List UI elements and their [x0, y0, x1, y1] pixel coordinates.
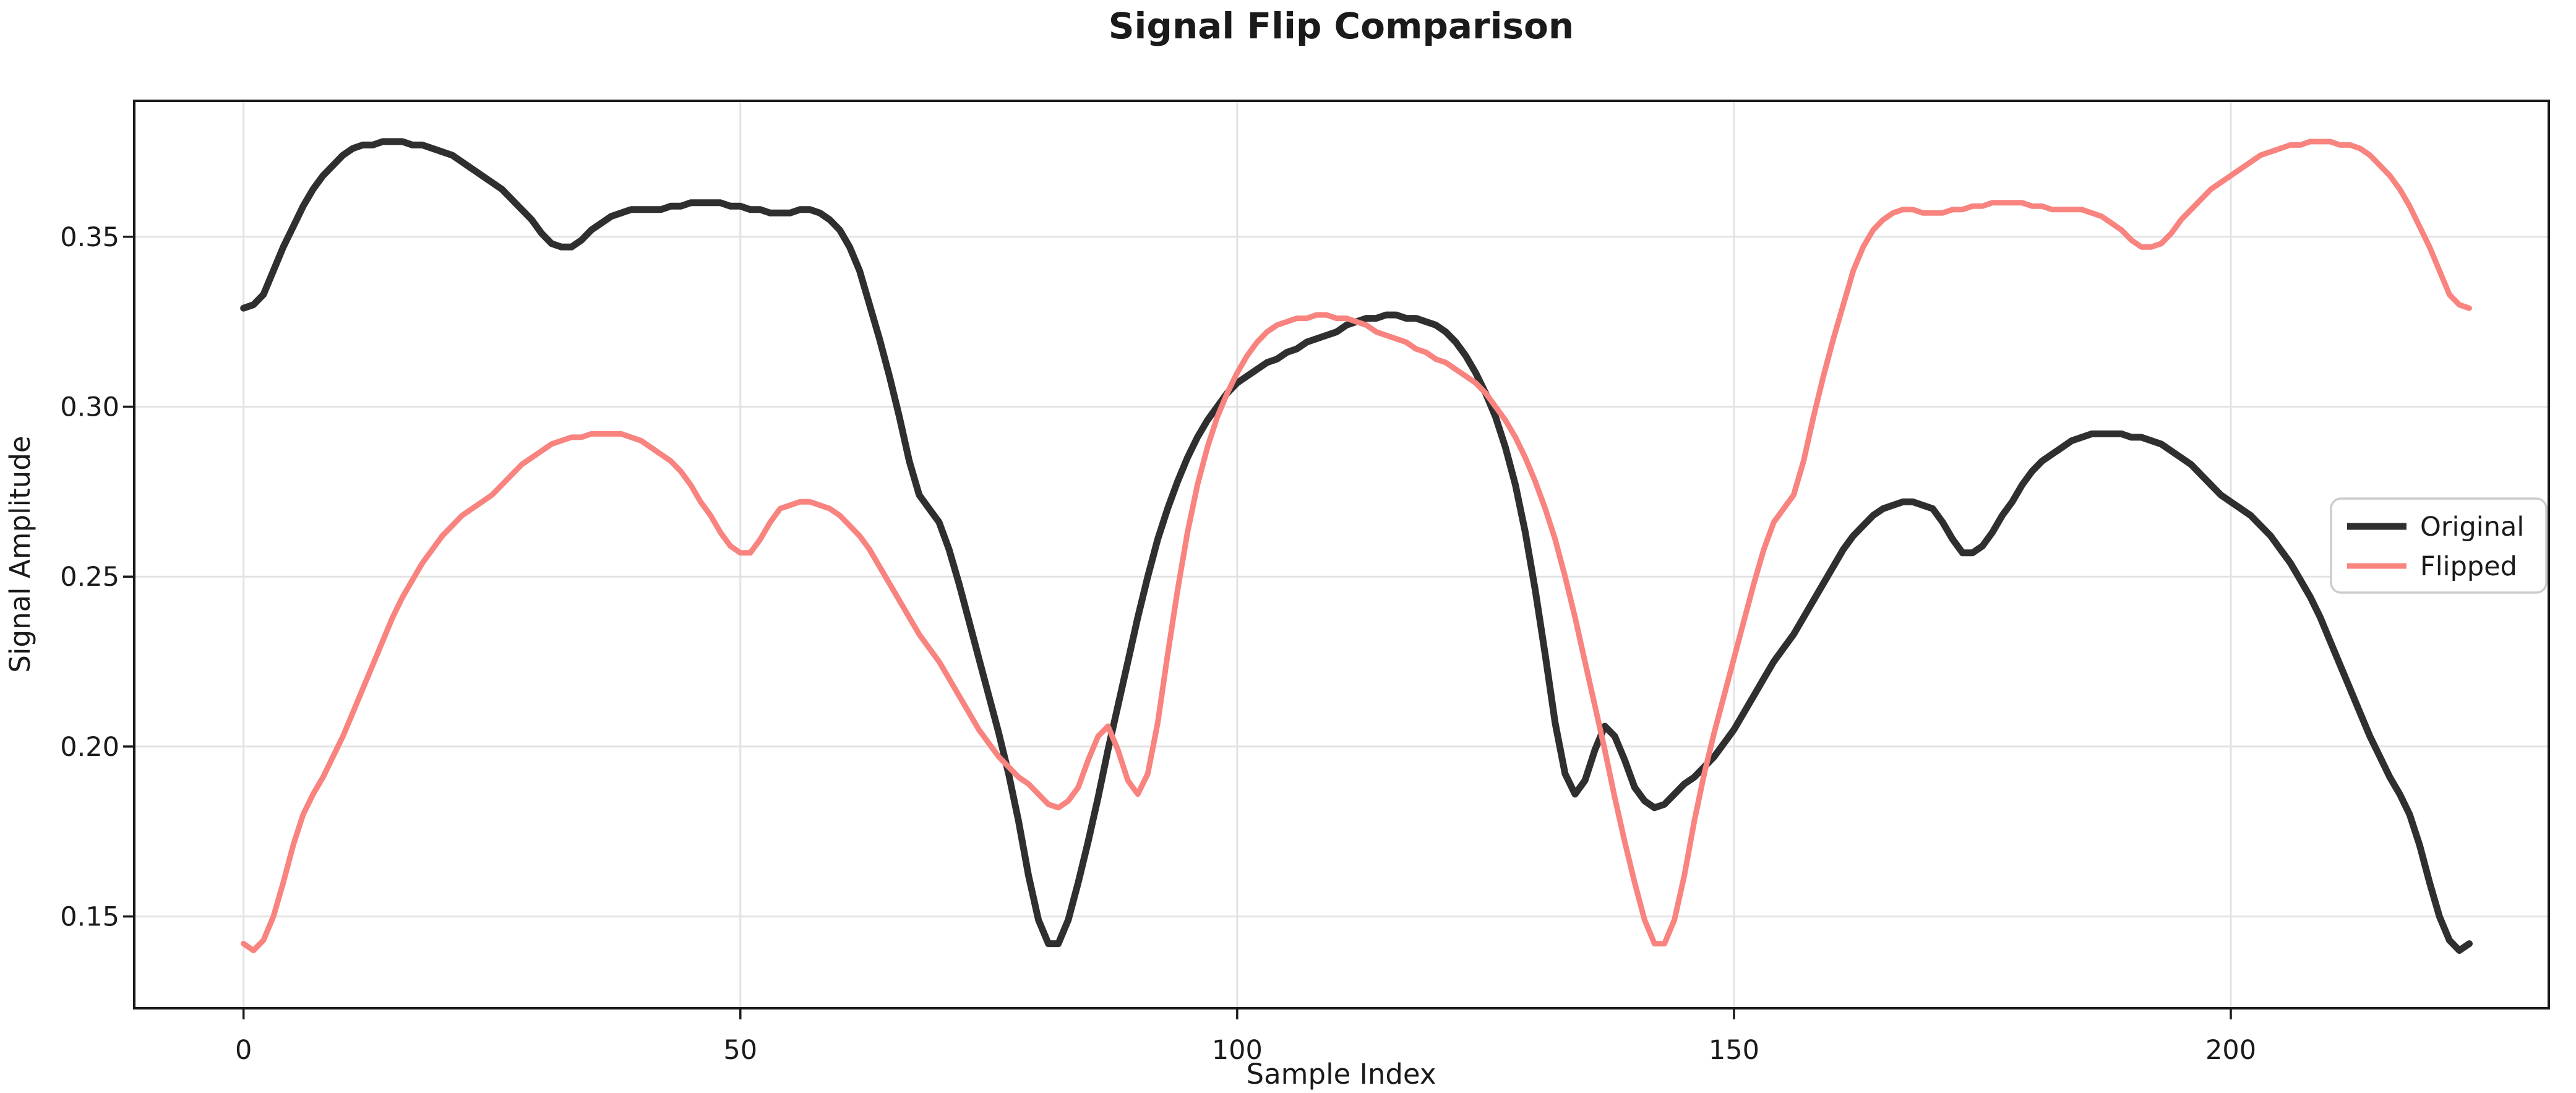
x-axis-label: Sample Index: [1247, 1058, 1436, 1091]
legend: Original Flipped: [2330, 497, 2548, 594]
y-tick-label: 0.35: [60, 222, 119, 253]
x-tick-label: 200: [2205, 1035, 2256, 1066]
legend-original-label: Original: [2420, 512, 2524, 542]
tick-labels: 0 50 100 150 200 0.15 0.20 0.25 0.30 0.35: [60, 222, 2256, 1066]
y-tick-label: 0.20: [60, 732, 119, 763]
y-tick-label: 0.25: [60, 562, 119, 593]
flipped-line: [241, 139, 2472, 954]
plot-area: [134, 101, 2549, 1008]
legend-flipped-label: Flipped: [2420, 551, 2517, 582]
legend-box: [2330, 497, 2548, 594]
axis-ticks: [123, 236, 2232, 1019]
chart-title: Signal Flip Comparison: [1109, 5, 1574, 47]
y-axis-label: Signal Amplitude: [4, 435, 36, 672]
x-tick-label: 50: [723, 1035, 757, 1066]
y-tick-label: 0.30: [60, 392, 119, 422]
y-tick-label: 0.15: [60, 902, 119, 933]
plot-spines: [133, 100, 2550, 1009]
x-tick-label: 0: [235, 1035, 252, 1066]
x-tick-label: 100: [1212, 1035, 1263, 1066]
x-tick-label: 150: [1709, 1035, 1759, 1066]
